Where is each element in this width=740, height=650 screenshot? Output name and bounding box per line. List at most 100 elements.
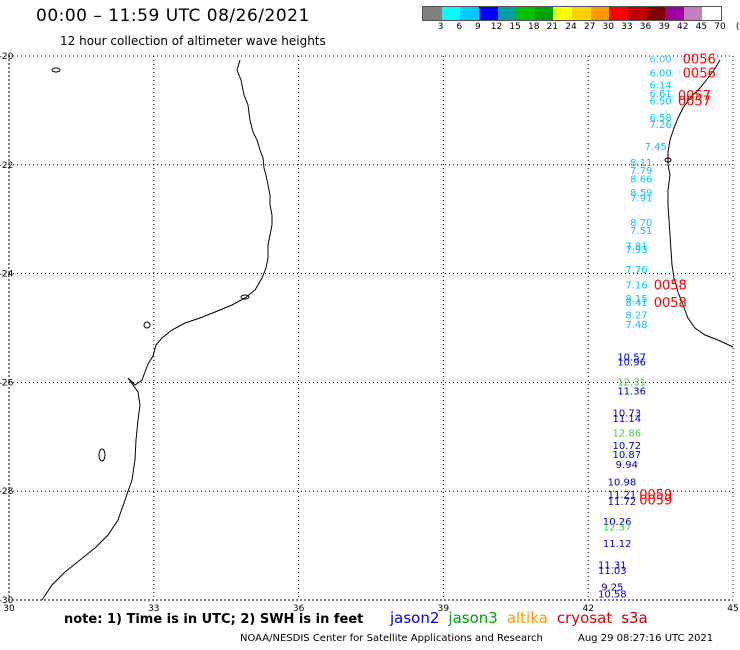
wave-height-value: 12.31 [617, 377, 646, 388]
island-outline [51, 67, 61, 73]
color-scale-label: 3 [437, 22, 444, 32]
wave-height-value: 10.72 [612, 441, 641, 452]
color-scale-label: 39 [658, 22, 670, 32]
wave-height-value: 6.58 [649, 113, 671, 124]
wave-height-value: 12.37 [603, 523, 632, 534]
color-swatch [683, 7, 703, 20]
wave-height-value: 11.36 [617, 387, 646, 398]
color-swatch [478, 7, 498, 20]
satellite-legend-item: jason3 [448, 609, 498, 627]
color-scale-label: 15 [509, 22, 521, 32]
pass-time-label: 0056 [683, 66, 716, 81]
x-tick-label: 39 [438, 604, 450, 614]
satellite-legend-item: cryosat [556, 609, 613, 627]
color-scale-label: 27 [583, 22, 596, 32]
island-outline [664, 157, 672, 163]
color-swatch [423, 7, 442, 20]
wave-height-value: 11.72 [608, 497, 637, 508]
color-scale-label: 30 [602, 22, 614, 32]
color-scale-label: 24 [565, 22, 577, 32]
credit-line: NOAA/NESDIS Center for Satellite Applica… [240, 633, 543, 644]
wave-height-value: 10.87 [612, 450, 641, 461]
color-swatch [702, 7, 721, 20]
color-swatch [590, 7, 610, 20]
wave-height-value: 8.11 [630, 158, 652, 169]
y-tick-label: -24 [0, 270, 14, 280]
pass-time-label: 0057 [678, 89, 711, 104]
wave-height-value: 10.73 [612, 408, 641, 419]
y-tick-label: -30 [0, 596, 14, 606]
wave-height-value: 11.21 [608, 490, 637, 501]
y-tick-label: -26 [0, 378, 14, 388]
wave-height-value: 7.76 [625, 265, 647, 276]
color-scale-bar [422, 6, 722, 21]
wave-height-value: 6.00 [649, 68, 671, 79]
color-swatch [646, 7, 666, 20]
footer-note: note: 1) Time is in UTC; 2) SWH is in fe… [64, 612, 364, 627]
color-swatch [627, 7, 647, 20]
color-scale-label: 9 [475, 22, 481, 32]
color-scale-label: 21 [546, 22, 559, 32]
x-tick-label: 36 [293, 604, 305, 614]
wave-height-value: 6.14 [649, 80, 671, 91]
wave-height-value: 7.51 [630, 226, 652, 237]
satellite-legend-item: altika [506, 609, 548, 627]
wave-height-value: 11.31 [598, 561, 627, 572]
x-tick-label: 33 [148, 604, 159, 614]
color-swatch [441, 7, 461, 20]
wave-height-value: 7.93 [625, 245, 647, 256]
satellite-legend-item: jason2 [390, 609, 440, 627]
color-swatch [572, 7, 591, 20]
madagascar-coastline [667, 59, 734, 348]
pass-time-label: 0059 [639, 488, 672, 503]
wave-height-value: 8.15 [625, 294, 647, 305]
color-swatch [497, 7, 517, 20]
wave-height-value: 9.94 [616, 460, 638, 471]
generated-timestamp: Aug 29 08:27:16 UTC 2021 [578, 633, 714, 644]
color-swatch [553, 7, 572, 20]
africa-coastline [41, 59, 273, 601]
x-tick-label: 42 [582, 604, 593, 614]
wave-height-value: 7.45 [645, 142, 667, 153]
wave-height-value: 12.86 [612, 428, 641, 439]
wave-height-value: 11.12 [603, 539, 632, 550]
color-scale-label: 6 [456, 22, 463, 32]
map-grid [8, 55, 734, 601]
color-scale-label: 42 [677, 22, 689, 32]
color-scale-label: 12 [490, 22, 503, 32]
wave-height-value: 8.41 [625, 298, 647, 309]
map-subtitle: 12 hour collection of altimeter wave hei… [60, 34, 326, 48]
y-tick-label: -20 [0, 52, 14, 62]
color-scale-label: 36 [639, 22, 652, 32]
y-tick-label: -22 [0, 161, 13, 171]
x-tick-label: 45 [727, 604, 738, 614]
wave-height-value: 7.79 [630, 166, 652, 177]
wave-height-value: 11.14 [612, 414, 641, 425]
color-scale-label: 18 [528, 22, 540, 32]
wave-height-value: 11.03 [598, 566, 627, 577]
pass-time-label: 0058 [654, 296, 687, 311]
pass-time-label: 0057 [678, 95, 711, 110]
coastline [41, 59, 734, 601]
wave-height-value: 10.58 [598, 589, 627, 600]
pass-time-label: 0058 [654, 278, 687, 293]
wave-height-value: 7.26 [649, 120, 671, 131]
wave-height-value: 8.70 [630, 218, 652, 229]
color-scale-label: 70 [714, 22, 726, 32]
wave-height-value: 9.25 [601, 582, 623, 593]
satellite-legend: jason2 jason3 altika cryosat s3a [390, 609, 657, 627]
island-outline [98, 448, 106, 462]
color-swatch [516, 7, 535, 20]
color-swatch [460, 7, 479, 20]
pass-time-label: 0059 [639, 493, 672, 508]
island-outline [143, 321, 151, 329]
wave-height-labels: 6.006.006.146.616.506.587.267.458.117.79… [598, 55, 672, 601]
map-title: 00:00 – 11:59 UTC 08/26/2021 [36, 6, 310, 26]
color-swatch [665, 7, 684, 20]
color-scale-label: (ft) [735, 22, 740, 32]
wave-height-value: 10.26 [603, 517, 632, 528]
island-outline [240, 294, 250, 300]
axis-ticks: 30 33 36 39 42 45 -20 -22 -24 -26 -28 -30 [0, 52, 739, 614]
x-tick-label: 30 [3, 604, 15, 614]
